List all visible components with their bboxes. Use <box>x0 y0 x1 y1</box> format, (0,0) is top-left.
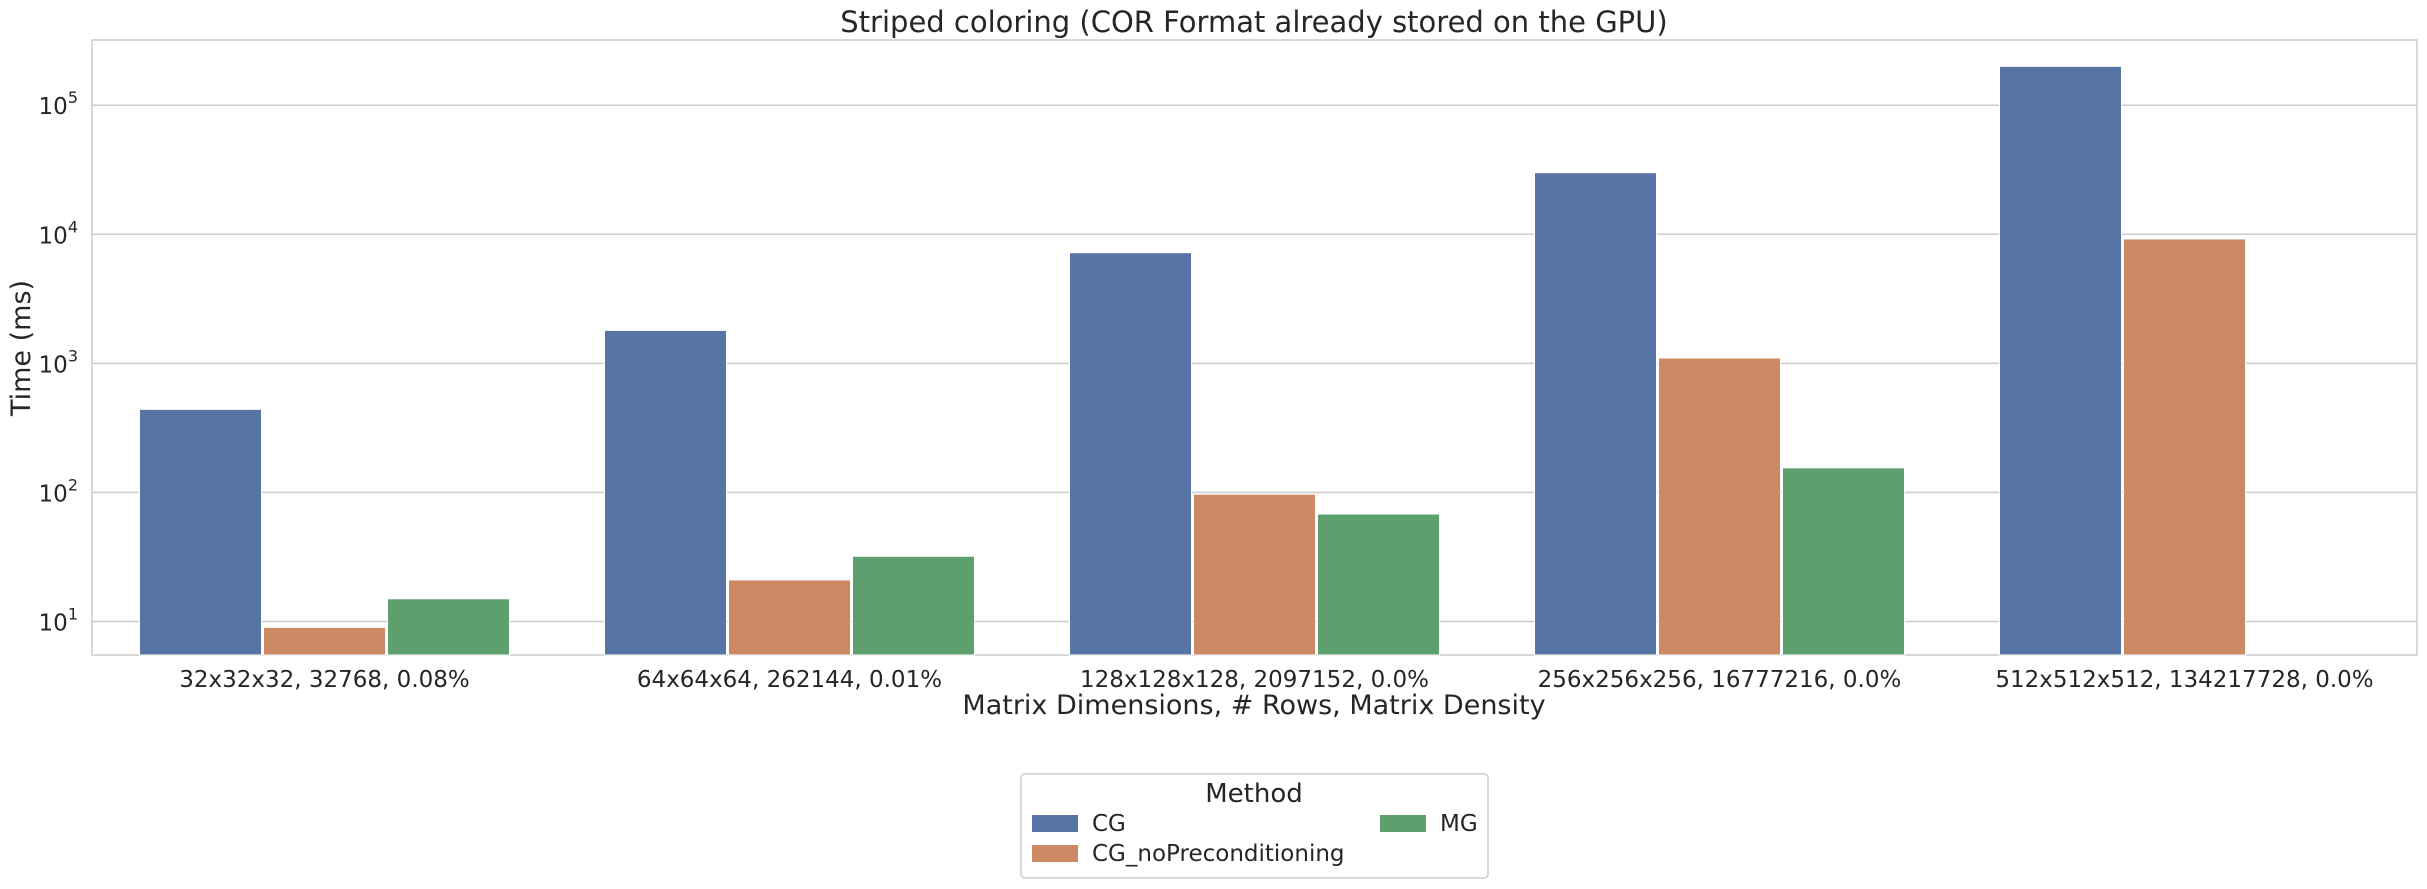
bar-cg <box>1999 65 2122 656</box>
bar-cg-nopreconditioning <box>263 626 386 656</box>
bars <box>139 65 2246 656</box>
legend-swatch <box>1032 815 1078 832</box>
y-tick-label: 105 <box>39 88 78 120</box>
x-tick-label: 128x128x128, 2097152, 0.0% <box>1080 667 1429 693</box>
bar-cg <box>139 408 262 656</box>
bar-mg <box>387 598 510 656</box>
bar-mg <box>1317 513 1440 656</box>
x-tick-label: 256x256x256, 16777216, 0.0% <box>1538 667 1902 693</box>
legend: Method CG CG_noPreconditioning MG <box>1020 773 1489 879</box>
legend-label: CG <box>1092 811 1126 837</box>
x-axis-label: Matrix Dimensions, # Rows, Matrix Densit… <box>962 690 1545 721</box>
bar-cg-nopreconditioning <box>728 579 851 656</box>
bar-cg <box>1534 172 1657 656</box>
bar-mg <box>852 555 975 656</box>
bar-cg-nopreconditioning <box>2123 238 2246 656</box>
x-tick-label: 32x32x32, 32768, 0.08% <box>179 667 470 693</box>
legend-swatch <box>1032 845 1078 862</box>
legend-frame <box>1020 773 1489 879</box>
bar-cg-nopreconditioning <box>1193 493 1316 656</box>
y-tick-label: 101 <box>39 604 78 636</box>
y-tick-label: 103 <box>39 346 78 378</box>
bar-cg <box>1069 252 1192 656</box>
x-tick-label: 512x512x512, 134217728, 0.0% <box>1995 667 2373 693</box>
y-axis-label: Time (ms) <box>6 280 37 417</box>
bar-cg <box>604 329 727 656</box>
y-tick-label: 104 <box>39 217 78 249</box>
chart-title: Striped coloring (COR Format already sto… <box>840 5 1667 39</box>
y-tick-label: 102 <box>39 475 78 507</box>
y-tick-labels: 101 102 103 104 105 <box>39 88 78 636</box>
x-tick-labels: 32x32x32, 32768, 0.08% 64x64x64, 262144, … <box>179 667 2373 693</box>
legend-swatch <box>1380 815 1426 832</box>
bar-cg-nopreconditioning <box>1658 357 1781 656</box>
legend-title: Method <box>1205 779 1303 809</box>
legend-label: MG <box>1440 811 1478 837</box>
legend-label: CG_noPreconditioning <box>1092 841 1345 867</box>
x-tick-label: 64x64x64, 262144, 0.01% <box>637 667 942 693</box>
bar-mg <box>1782 467 1905 656</box>
